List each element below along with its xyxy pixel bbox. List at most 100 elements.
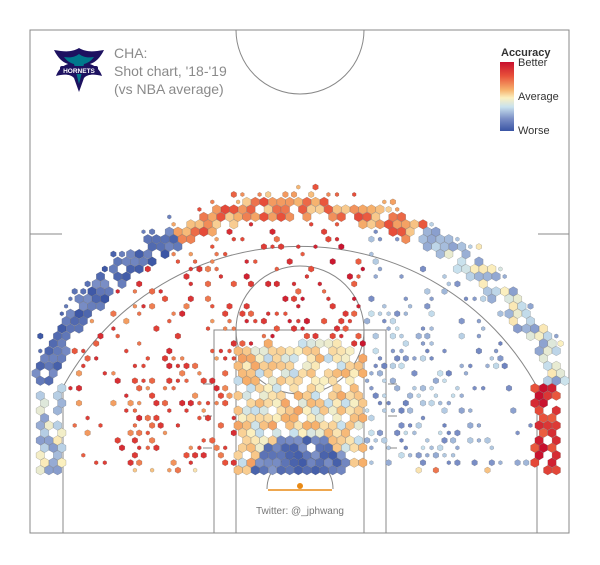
shot-hex [538, 427, 548, 438]
shot-hex [304, 274, 310, 279]
shot-hex [230, 459, 237, 467]
title-team: CHA: [114, 45, 148, 61]
shot-hex [255, 412, 265, 424]
shot-hex [210, 244, 215, 250]
shot-hex [48, 457, 58, 468]
shot-hex [368, 414, 375, 422]
shot-hex [411, 369, 418, 377]
shot-hex [289, 383, 299, 394]
shot-hex [306, 412, 316, 424]
shot-hex [306, 204, 316, 215]
shot-hex [188, 460, 193, 466]
shot-hex [424, 287, 431, 295]
shot-hex [113, 271, 123, 282]
shot-hex [263, 368, 273, 379]
shot-hex [399, 437, 404, 443]
shot-hex [223, 326, 228, 332]
shot-hex [184, 378, 189, 384]
shot-hex [373, 229, 378, 235]
shot-hex [538, 338, 548, 349]
shot-hex [246, 353, 256, 364]
shot-hex [293, 405, 303, 416]
shot-hex [475, 347, 482, 355]
shot-hex [429, 341, 434, 346]
shot-hex [543, 465, 553, 476]
shot-hex [484, 436, 491, 444]
shot-hex [68, 385, 73, 391]
shot-hex [273, 325, 280, 333]
shot-hex [96, 301, 105, 312]
shot-hex [543, 331, 553, 342]
shot-hex [551, 390, 561, 401]
shot-hex [210, 303, 215, 309]
shot-hex [240, 192, 245, 197]
shot-hex [216, 211, 226, 222]
shot-hex [204, 265, 212, 273]
shot-hex [328, 345, 338, 357]
legend-average-label: Average [518, 91, 559, 103]
shot-hex [471, 459, 478, 467]
shot-hex [276, 390, 286, 401]
shot-hex [303, 332, 310, 340]
shot-hex [326, 192, 331, 197]
shot-hex [285, 211, 295, 222]
shot-hex [75, 399, 83, 407]
shot-hex [80, 287, 87, 295]
shot-hex [98, 423, 103, 428]
shot-hex [332, 368, 342, 379]
shot-hex [197, 370, 202, 376]
shot-hex [429, 385, 434, 391]
shot-hex [250, 375, 260, 386]
shot-hex [407, 423, 413, 428]
shot-hex [263, 204, 273, 215]
shot-hex [293, 390, 303, 401]
shot-hex [250, 405, 260, 416]
shot-hex [197, 445, 202, 451]
shot-hex [179, 399, 186, 407]
shot-hex [156, 241, 166, 252]
shot-hex [543, 390, 553, 401]
shot-hex [44, 420, 54, 431]
shot-hex [260, 243, 267, 251]
shot-hex [538, 323, 548, 334]
shot-hex [53, 345, 62, 357]
shot-hex [551, 375, 561, 386]
shot-hex [242, 420, 252, 431]
shot-hex [149, 467, 155, 473]
shot-hex [323, 338, 333, 349]
shot-hex [222, 384, 229, 392]
shot-hex [354, 390, 363, 401]
shot-hex [231, 415, 236, 421]
shot-hex [388, 226, 398, 237]
shot-hex [429, 296, 434, 302]
shot-hex [358, 219, 368, 230]
shot-hex [463, 370, 469, 376]
shot-hex [534, 345, 544, 357]
shot-hex [418, 219, 428, 230]
shot-hex [311, 435, 320, 446]
shot-hex [446, 281, 451, 287]
shot-hex [145, 430, 150, 436]
shot-hex [538, 383, 548, 394]
shot-hex [194, 219, 204, 230]
shot-hex [126, 249, 136, 260]
shot-hex [300, 296, 305, 302]
shot-hex [364, 408, 370, 414]
shot-hex [250, 196, 260, 208]
shot-hex [239, 310, 246, 318]
shot-hex [57, 353, 67, 364]
shot-hex [389, 332, 396, 340]
shot-hex [319, 435, 329, 446]
shot-hex [508, 301, 518, 312]
shot-hex [280, 353, 290, 364]
shot-hex [538, 442, 548, 453]
shot-hex [296, 303, 301, 309]
shot-hex [455, 445, 460, 451]
legend-better-label: Better [518, 57, 548, 69]
shot-hex [306, 398, 316, 409]
shot-hex [356, 274, 361, 279]
shot-hex [276, 360, 286, 371]
shot-hex [484, 466, 491, 474]
shot-hex [481, 326, 486, 332]
shot-hex [210, 199, 215, 205]
